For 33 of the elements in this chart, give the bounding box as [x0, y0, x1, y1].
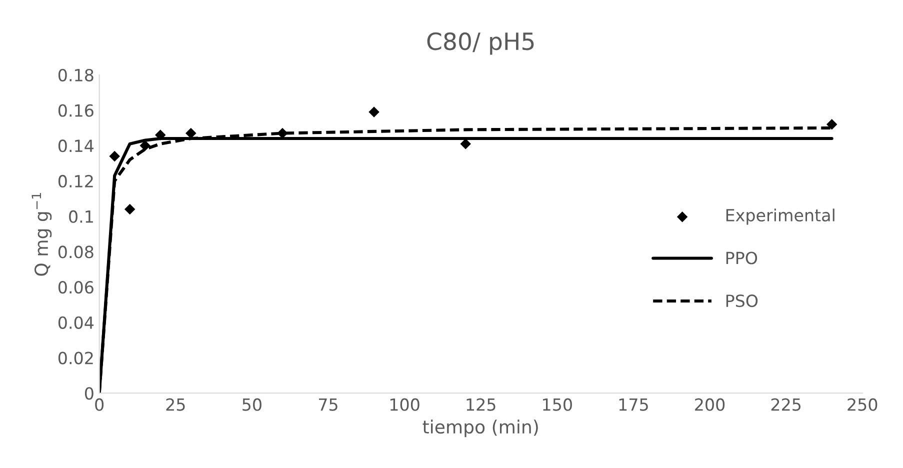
point [368, 106, 380, 118]
y-tick-label: 0.18 [58, 68, 94, 82]
x-tick-label: 225 [771, 398, 801, 411]
y-tick-label: 0.02 [58, 352, 93, 364]
legend-label: PSO [726, 294, 758, 308]
x-tick-label: 250 [848, 398, 878, 411]
y-tick-label: 0.12 [58, 174, 93, 188]
y-tick-label: 0.06 [58, 281, 94, 294]
point [826, 119, 838, 130]
x-axis-title: tiempo (min) [422, 420, 538, 438]
point [140, 140, 150, 151]
point [124, 204, 136, 215]
x-tick-label: 25 [166, 398, 185, 411]
chart-title: C80/ pH5 [427, 32, 534, 55]
y-tick-label: 0 [84, 387, 94, 400]
legend-label: Experimental [726, 208, 834, 225]
x-tick-label: 125 [466, 398, 496, 411]
x-tick-label: 175 [619, 398, 648, 411]
y-axis-title: Q mg g$^{−1}$ [32, 192, 52, 276]
y-tick-label: 0.1 [69, 210, 93, 223]
y-tick-label: 0.14 [58, 140, 94, 152]
x-tick-label: 75 [319, 398, 338, 411]
x-tick-label: 100 [390, 398, 420, 411]
point [154, 130, 166, 140]
x-tick-label: 0 [95, 398, 104, 411]
point [109, 150, 120, 162]
y-tick-label: 0.04 [58, 316, 94, 329]
y-tick-label: 0.08 [58, 246, 94, 258]
x-tick-label: 200 [695, 398, 725, 411]
y-tick-label: 0.16 [58, 104, 94, 117]
x-tick-label: 150 [543, 398, 572, 411]
legend-label: PPO [726, 252, 758, 264]
x-tick-label: 50 [242, 398, 262, 411]
